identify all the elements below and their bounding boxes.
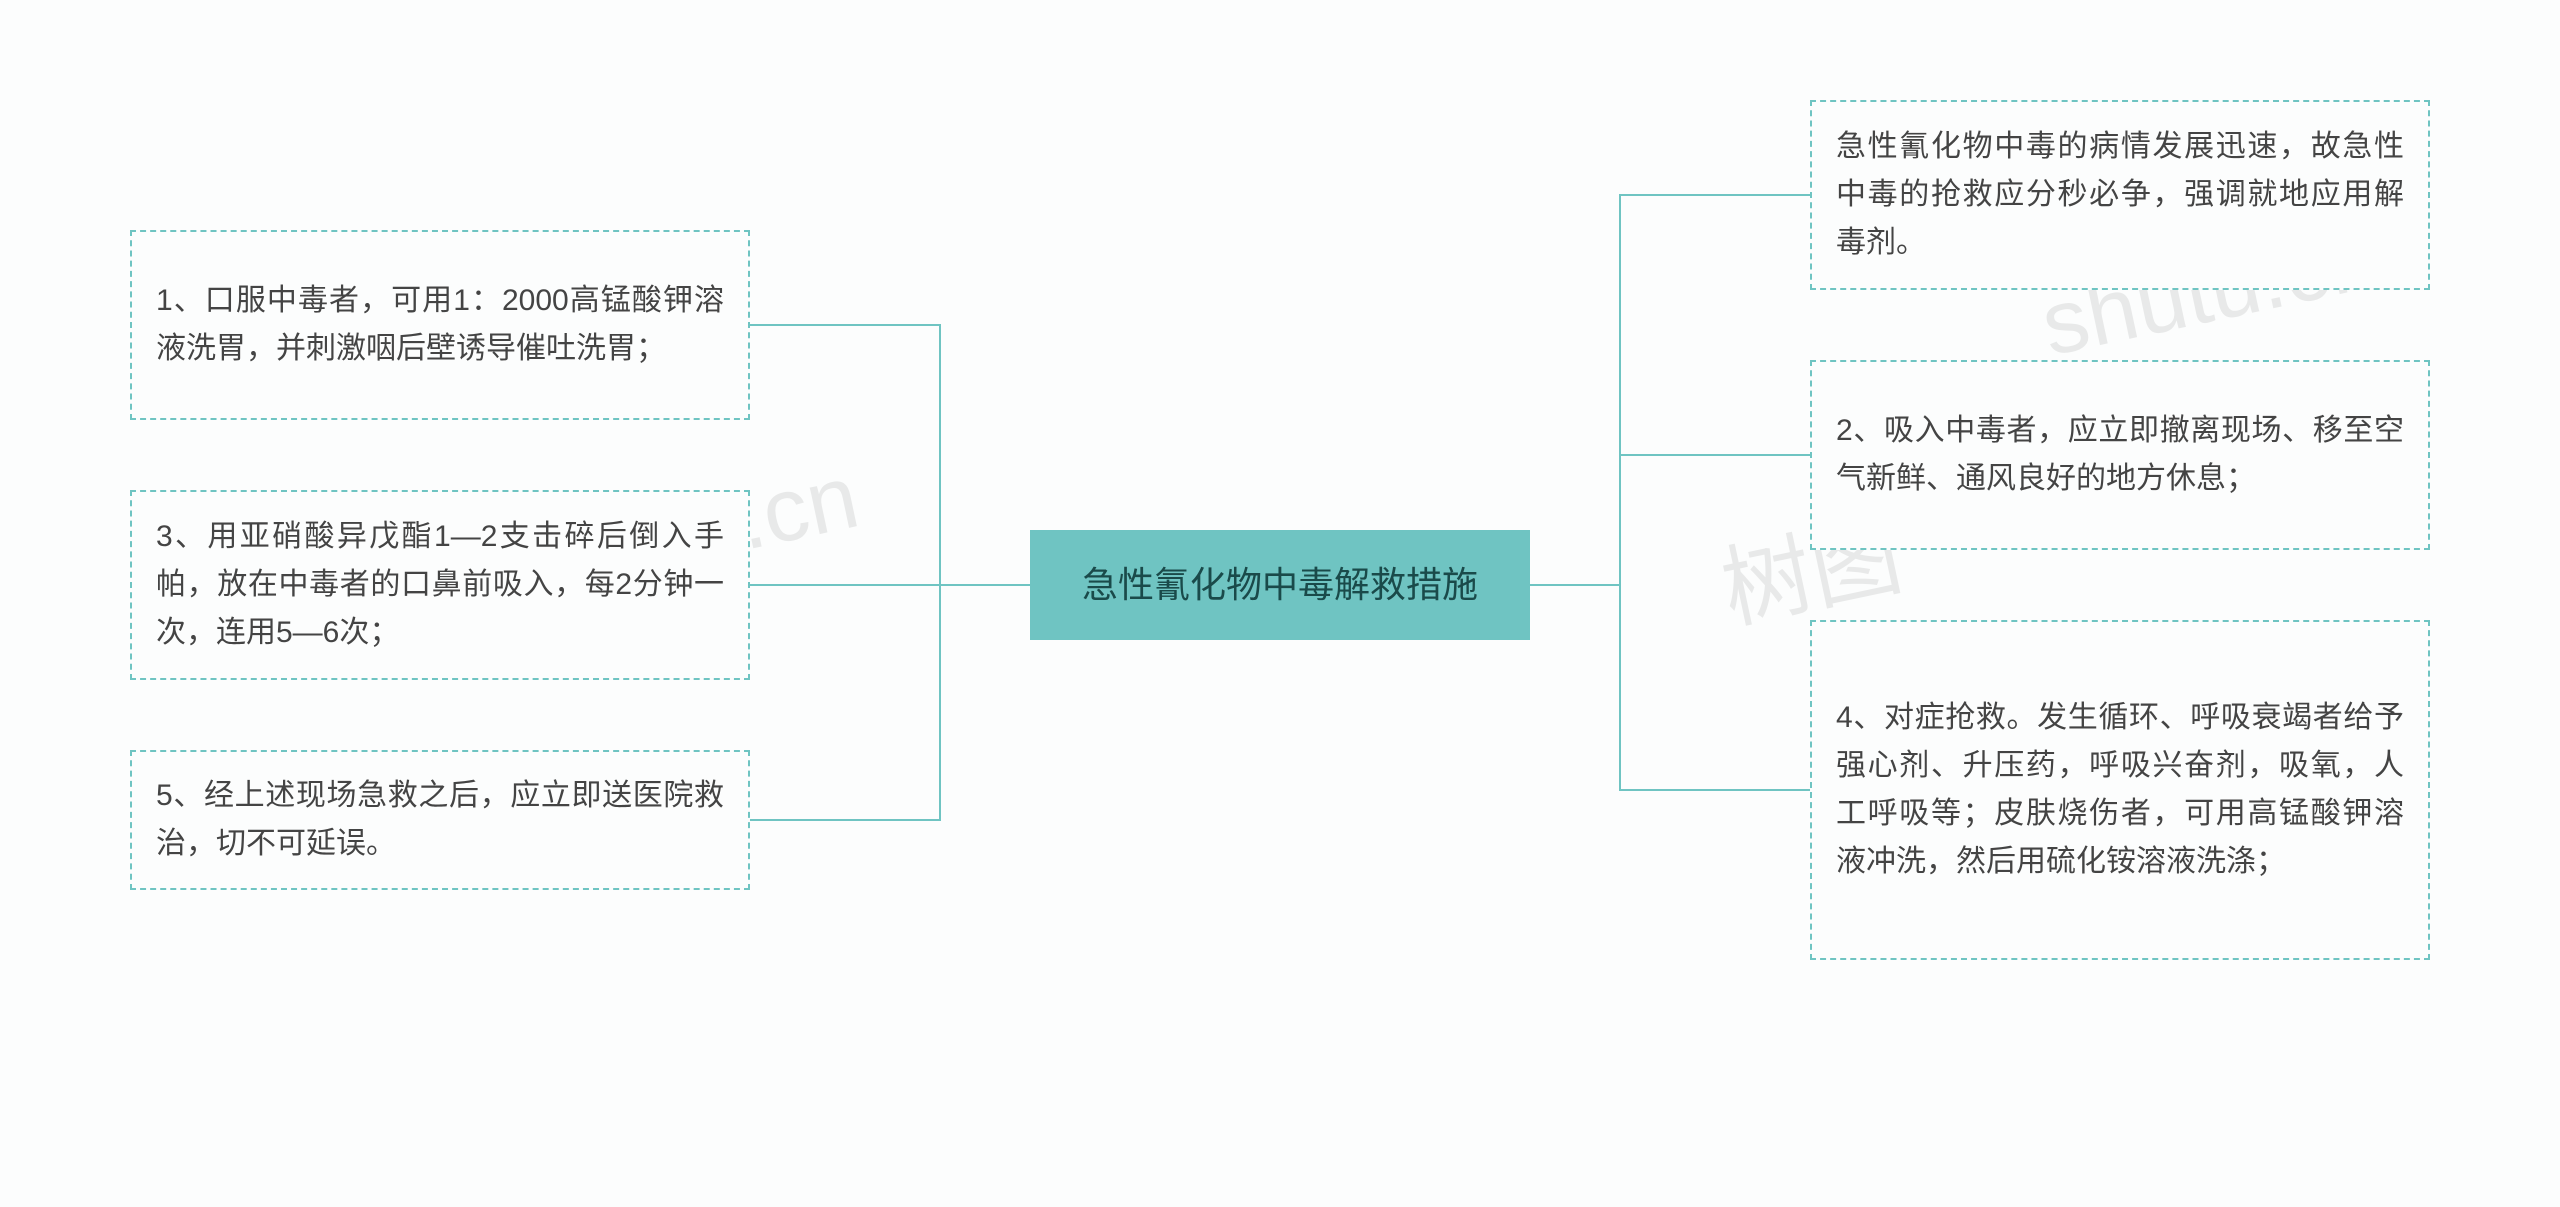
leaf-node-left-1: 1、口服中毒者，可用1：2000高锰酸钾溶液洗胃，并刺激咽后壁诱导催吐洗胃；	[130, 230, 750, 420]
mindmap-canvas: shutu.cn 树图 shutu.cn 急性氰化物中毒解救措施 1、口服中毒者…	[0, 0, 2560, 1207]
leaf-node-left-3: 3、用亚硝酸异戊酯1—2支击碎后倒入手帕，放在中毒者的口鼻前吸入，每2分钟一次，…	[130, 490, 750, 680]
leaf-node-left-5: 5、经上述现场急救之后，应立即送医院救治，切不可延误。	[130, 750, 750, 890]
leaf-text: 4、对症抢救。发生循环、呼吸衰竭者给予强心剂、升压药，呼吸兴奋剂，吸氧，人工呼吸…	[1836, 694, 2404, 886]
leaf-node-right-2: 2、吸入中毒者，应立即撤离现场、移至空气新鲜、通风良好的地方休息；	[1810, 360, 2430, 550]
leaf-node-right-4: 4、对症抢救。发生循环、呼吸衰竭者给予强心剂、升压药，呼吸兴奋剂，吸氧，人工呼吸…	[1810, 620, 2430, 960]
leaf-text: 3、用亚硝酸异戊酯1—2支击碎后倒入手帕，放在中毒者的口鼻前吸入，每2分钟一次，…	[156, 513, 724, 657]
leaf-text: 5、经上述现场急救之后，应立即送医院救治，切不可延误。	[156, 772, 724, 868]
leaf-text: 急性氰化物中毒的病情发展迅速，故急性中毒的抢救应分秒必争，强调就地应用解毒剂。	[1836, 123, 2404, 267]
leaf-text: 1、口服中毒者，可用1：2000高锰酸钾溶液洗胃，并刺激咽后壁诱导催吐洗胃；	[156, 277, 724, 373]
leaf-text: 2、吸入中毒者，应立即撤离现场、移至空气新鲜、通风良好的地方休息；	[1836, 407, 2404, 503]
center-node-text: 急性氰化物中毒解救措施	[1082, 560, 1478, 610]
center-node: 急性氰化物中毒解救措施	[1030, 530, 1530, 640]
leaf-node-right-intro: 急性氰化物中毒的病情发展迅速，故急性中毒的抢救应分秒必争，强调就地应用解毒剂。	[1810, 100, 2430, 290]
